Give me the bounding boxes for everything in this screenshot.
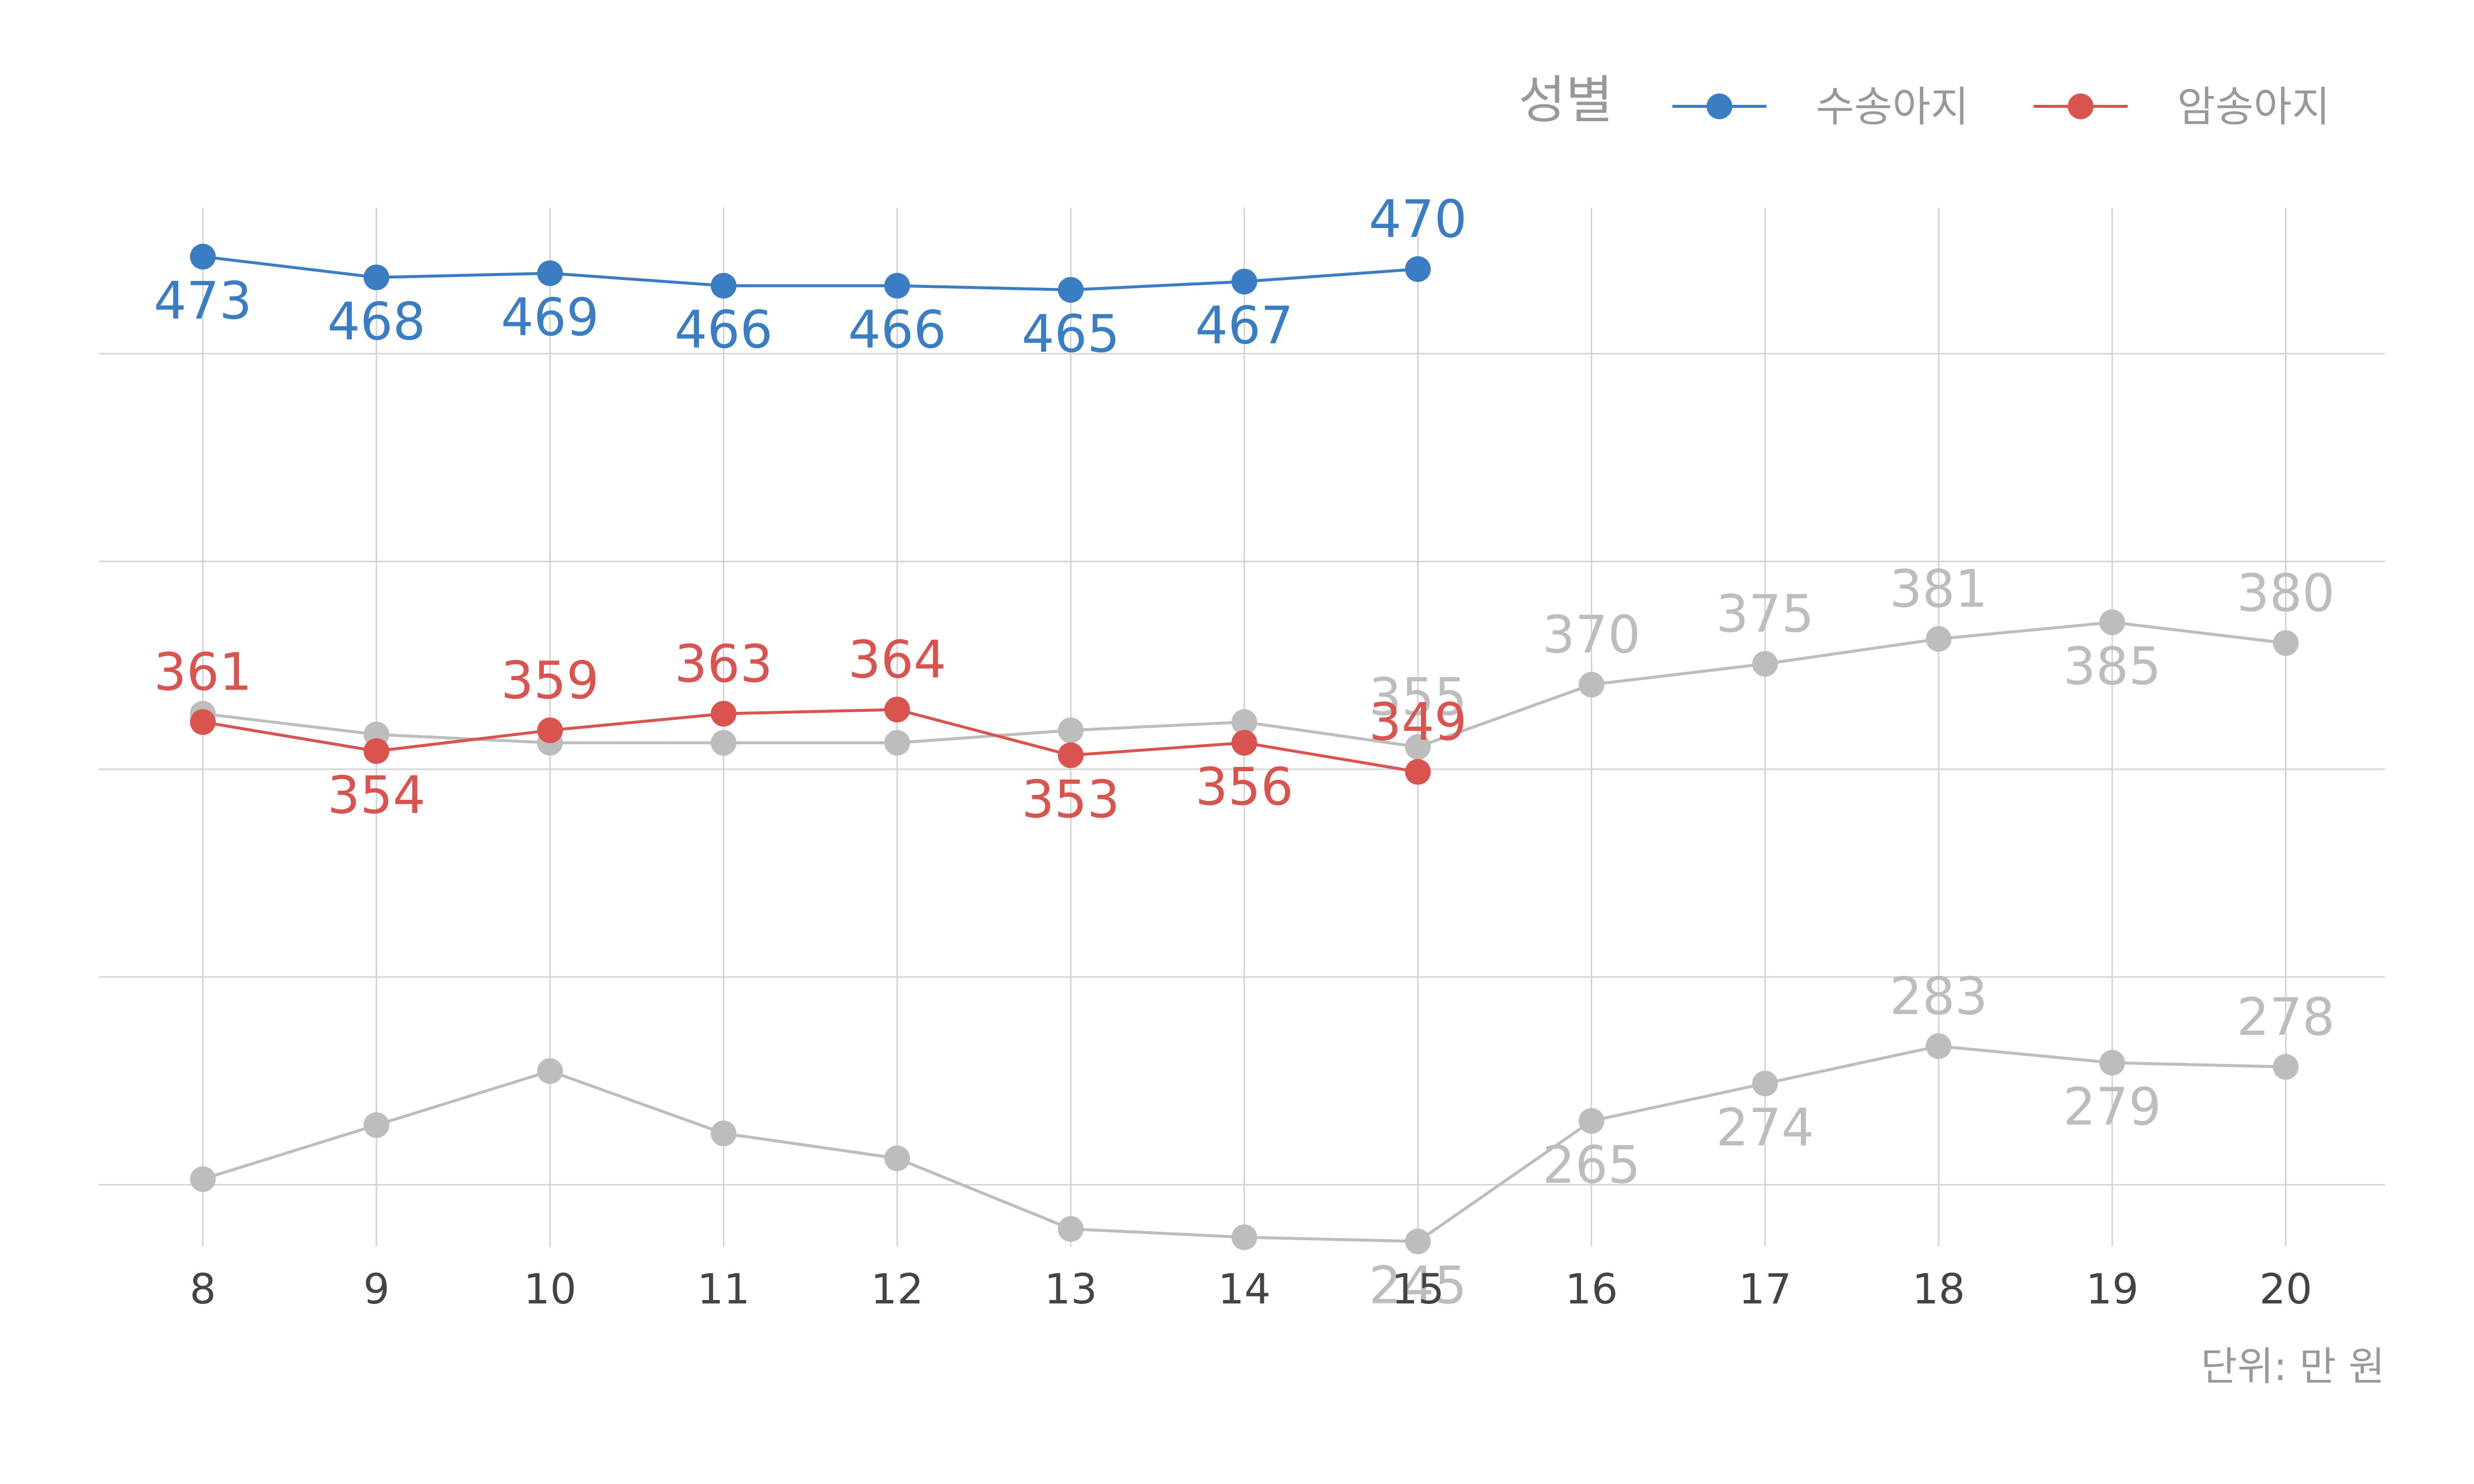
data-point xyxy=(711,730,737,756)
data-point xyxy=(1752,651,1778,677)
x-tick-label: 16 xyxy=(1565,1265,1618,1313)
data-label: 245 xyxy=(1369,1255,1467,1316)
data-label: 465 xyxy=(1022,304,1120,364)
data-label: 380 xyxy=(2236,563,2335,623)
data-point xyxy=(537,260,563,286)
data-label: 370 xyxy=(1542,604,1641,665)
data-label: 381 xyxy=(1890,559,1988,619)
x-tick-label: 13 xyxy=(1045,1265,1097,1313)
data-label: 364 xyxy=(848,629,947,690)
data-point xyxy=(1926,626,1951,652)
series-수송아지: 473 468 469 466 466 465 467 470 xyxy=(154,189,1467,364)
legend-item: 암송아지 xyxy=(2034,83,2330,131)
series-background: 245 265 274 283 279 278 xyxy=(190,966,2335,1316)
data-label: 469 xyxy=(501,287,599,347)
x-tick-label: 19 xyxy=(2086,1265,2139,1313)
series-line xyxy=(202,708,1419,774)
data-point xyxy=(1405,759,1431,785)
legend-items: 수송아지 암송아지 xyxy=(1672,83,2330,131)
data-label: 359 xyxy=(501,650,599,710)
data-label: 354 xyxy=(328,765,426,825)
data-point xyxy=(190,243,216,270)
data-point xyxy=(363,264,389,290)
data-point xyxy=(884,696,910,723)
legend-label: 수송아지 xyxy=(1816,83,1969,131)
data-point xyxy=(190,1166,216,1192)
data-point xyxy=(1405,256,1431,282)
x-tick-label: 20 xyxy=(2259,1265,2312,1313)
data-label: 353 xyxy=(1022,769,1120,830)
series-암송아지: 361 354 359 363 364 353 356 349 xyxy=(154,629,1467,829)
x-tick-label: 15 xyxy=(1391,1265,1444,1313)
data-point xyxy=(190,709,216,735)
data-point xyxy=(363,738,389,764)
x-tick-label: 9 xyxy=(363,1265,389,1313)
legend-title: 성별 xyxy=(1519,70,1613,130)
data-point xyxy=(884,1145,910,1171)
data-point xyxy=(1926,1033,1951,1059)
data-label: 470 xyxy=(1369,189,1467,249)
x-tick-label: 11 xyxy=(697,1265,750,1313)
x-tick-label: 10 xyxy=(523,1265,576,1313)
data-label: 466 xyxy=(674,300,773,360)
data-label: 473 xyxy=(154,271,252,331)
x-tick-label: 14 xyxy=(1218,1265,1271,1313)
data-label: 279 xyxy=(2063,1076,2162,1137)
data-point xyxy=(711,700,737,727)
legend-item: 수송아지 xyxy=(1672,83,1969,131)
data-point xyxy=(2099,1050,2125,1076)
data-point xyxy=(1058,1216,1084,1242)
x-axis-ticks: 8 9 10 11 12 13 14 15 16 17 18 19 20 xyxy=(190,1265,2312,1313)
legend-marker xyxy=(2068,93,2093,119)
data-point xyxy=(1058,742,1084,768)
data-point xyxy=(1405,1228,1431,1254)
data-label: 466 xyxy=(848,300,947,360)
data-label: 468 xyxy=(328,291,426,352)
data-point xyxy=(2099,609,2125,635)
data-label: 363 xyxy=(674,634,773,694)
data-point xyxy=(2273,630,2299,656)
data-point xyxy=(537,1058,563,1084)
data-label: 283 xyxy=(1890,966,1988,1026)
data-label: 385 xyxy=(2063,636,2162,696)
legend-label: 암송아지 xyxy=(2177,83,2330,131)
data-label: 375 xyxy=(1716,584,1814,644)
data-point xyxy=(2273,1054,2299,1080)
data-label: 355 xyxy=(1369,667,1467,727)
data-point xyxy=(1578,1108,1605,1134)
legend: 성별 수송아지 암송아지 xyxy=(1519,70,2331,131)
x-tick-label: 12 xyxy=(871,1265,924,1313)
x-tick-label: 18 xyxy=(1912,1265,1965,1313)
data-label: 278 xyxy=(2236,987,2335,1047)
data-point xyxy=(711,273,737,299)
data-point xyxy=(1405,734,1431,760)
data-label: 274 xyxy=(1716,1097,1814,1158)
x-tick-label: 17 xyxy=(1739,1265,1792,1313)
data-point xyxy=(711,1120,737,1147)
data-point xyxy=(1231,269,1257,295)
series-line xyxy=(202,255,1418,291)
data-point xyxy=(363,1112,389,1138)
data-label: 467 xyxy=(1195,295,1294,356)
data-label: 265 xyxy=(1542,1135,1641,1195)
unit-note: 단위: 만 원 xyxy=(2201,1344,2385,1390)
x-tick-label: 8 xyxy=(190,1265,216,1313)
data-label: 361 xyxy=(154,642,252,702)
data-point xyxy=(884,730,910,756)
data-point xyxy=(1058,277,1084,303)
legend-marker xyxy=(1707,93,1732,119)
data-point xyxy=(1752,1070,1778,1097)
series-background: 355 370 375 381 385 380 xyxy=(190,559,2335,760)
data-point xyxy=(1578,672,1605,697)
data-point xyxy=(1231,1224,1257,1251)
data-label: 356 xyxy=(1195,757,1294,817)
data-point xyxy=(537,717,563,743)
data-point xyxy=(1058,717,1084,743)
data-label: 349 xyxy=(1369,692,1467,752)
data-point xyxy=(884,273,910,299)
data-point xyxy=(1231,730,1257,756)
data-point xyxy=(1231,709,1257,735)
